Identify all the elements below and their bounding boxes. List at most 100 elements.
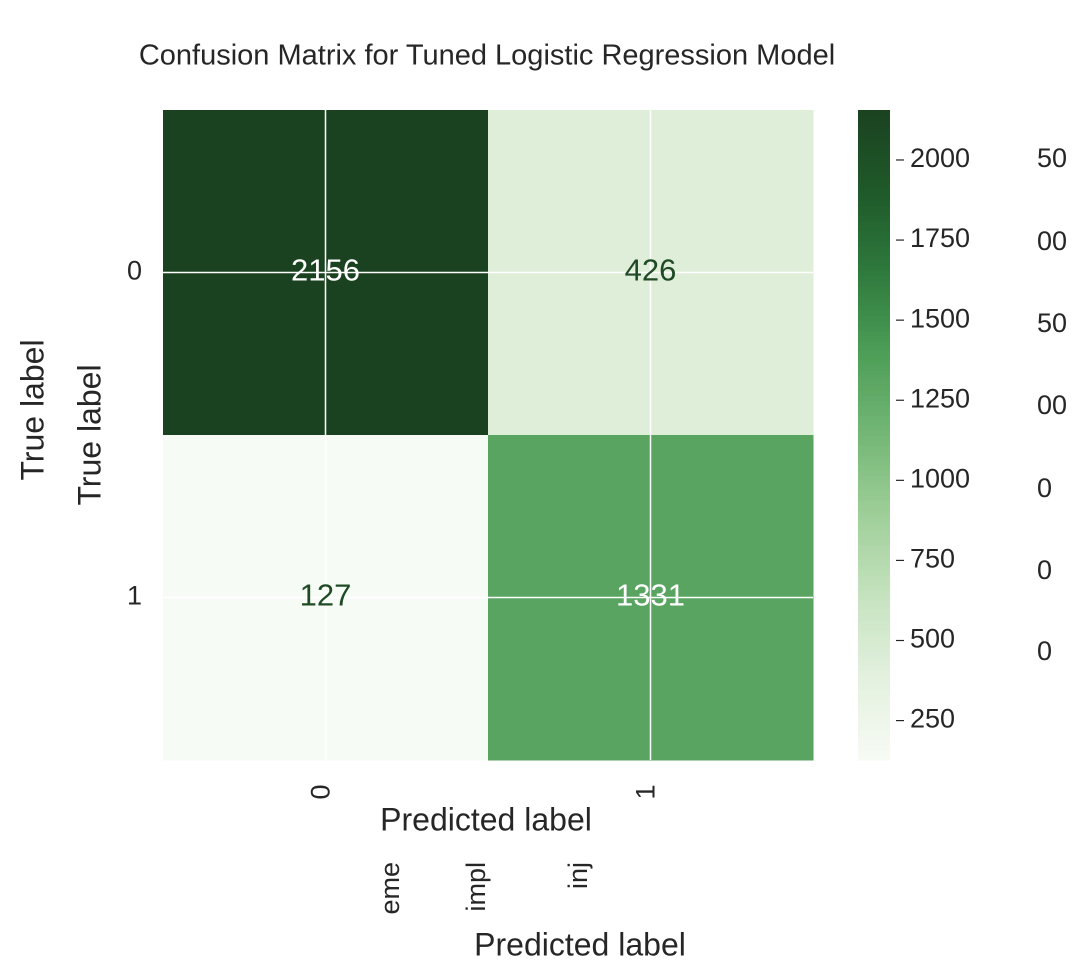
- colorbar-segment: [858, 600, 890, 606]
- cell-label: 2156: [291, 253, 360, 288]
- colorbar-segment: [858, 500, 890, 506]
- chart-title: Confusion Matrix for Tuned Logistic Regr…: [139, 40, 835, 72]
- colorbar-segment: [858, 285, 890, 291]
- colorbar-segment: [858, 235, 890, 241]
- colorbar-segment: [858, 730, 890, 736]
- cell-label: 127: [300, 578, 352, 613]
- colorbar-segment: [858, 555, 890, 561]
- colorbar-segment: [858, 620, 890, 626]
- colorbar-segment: [858, 570, 890, 576]
- ghost-colorbar-tick-label: 00: [1037, 226, 1067, 256]
- colorbar-segment: [858, 535, 890, 541]
- colorbar-tick-label: 1500: [910, 303, 970, 333]
- colorbar-segment: [858, 655, 890, 661]
- y-tick-label: 0: [127, 256, 142, 286]
- colorbar-segment: [858, 490, 890, 496]
- colorbar-segment: [858, 315, 890, 321]
- colorbar-segment: [858, 680, 890, 686]
- colorbar-segment: [858, 190, 890, 196]
- x-axis-label: Predicted label: [380, 801, 592, 837]
- colorbar-segment: [858, 405, 890, 411]
- colorbar-tick-label: 2000: [910, 143, 970, 173]
- colorbar-tick-label: 1750: [910, 223, 970, 253]
- colorbar-segment: [858, 455, 890, 461]
- colorbar-segment: [858, 440, 890, 446]
- colorbar-segment: [858, 245, 890, 251]
- colorbar-segment: [858, 395, 890, 401]
- colorbar-segment: [858, 360, 890, 366]
- ghost-colorbar-tick-label: 50: [1037, 308, 1067, 338]
- colorbar-segment: [858, 160, 890, 166]
- colorbar-segment: [858, 725, 890, 731]
- colorbar-segment: [858, 140, 890, 146]
- colorbar-segment: [858, 525, 890, 531]
- colorbar-segment: [858, 580, 890, 586]
- colorbar-segment: [858, 250, 890, 256]
- colorbar-segment: [858, 755, 890, 761]
- colorbar-segment: [858, 165, 890, 171]
- colorbar-segment: [858, 400, 890, 406]
- colorbar-segment: [858, 465, 890, 471]
- colorbar-segment: [858, 210, 890, 216]
- colorbar-segment: [858, 670, 890, 676]
- colorbar-segment: [858, 560, 890, 566]
- colorbar-segment: [858, 410, 890, 416]
- colorbar-segment: [858, 495, 890, 501]
- colorbar-segment: [858, 635, 890, 641]
- colorbar-segment: [858, 695, 890, 701]
- ghost-colorbar-tick-label: 00: [1037, 390, 1067, 420]
- colorbar-segment: [858, 700, 890, 706]
- colorbar-segment: [858, 660, 890, 666]
- colorbar-segment: [858, 715, 890, 721]
- colorbar-segment: [858, 475, 890, 481]
- ghost-colorbar-tick-label: 0: [1037, 473, 1052, 503]
- colorbar-segment: [858, 215, 890, 221]
- colorbar-segment: [858, 115, 890, 121]
- colorbar-segment: [858, 110, 890, 116]
- ghost-x-tick-label: impl: [461, 862, 491, 912]
- colorbar-segment: [858, 350, 890, 356]
- colorbar-segment: [858, 270, 890, 276]
- colorbar-segment: [858, 305, 890, 311]
- colorbar-segment: [858, 645, 890, 651]
- colorbar-segment: [858, 530, 890, 536]
- colorbar-segment: [858, 380, 890, 386]
- colorbar-tick-label: 1250: [910, 383, 970, 413]
- y-tick-label: 1: [127, 581, 142, 611]
- colorbar-segment: [858, 120, 890, 126]
- colorbar-segment: [858, 445, 890, 451]
- colorbar-segment: [858, 710, 890, 716]
- colorbar-segment: [858, 520, 890, 526]
- colorbar-segment: [858, 435, 890, 441]
- colorbar-segment: [858, 385, 890, 391]
- colorbar-segment: [858, 550, 890, 556]
- colorbar-segment: [858, 320, 890, 326]
- colorbar-segment: [858, 740, 890, 746]
- colorbar-segment: [858, 720, 890, 726]
- colorbar-segment: [858, 450, 890, 456]
- colorbar-segment: [858, 390, 890, 396]
- colorbar-segment: [858, 585, 890, 591]
- colorbar-segment: [858, 185, 890, 191]
- ghost-x-tick-label: eme: [375, 862, 405, 915]
- colorbar-segment: [858, 240, 890, 246]
- colorbar-segment: [858, 545, 890, 551]
- colorbar-segment: [858, 290, 890, 296]
- x-tick-label: 1: [631, 784, 661, 799]
- colorbar-segment: [858, 180, 890, 186]
- colorbar-segment: [858, 625, 890, 631]
- colorbar-segment: [858, 370, 890, 376]
- colorbar-segment: [858, 665, 890, 671]
- cell-label: 1331: [616, 578, 685, 613]
- colorbar-segment: [858, 130, 890, 136]
- colorbar-segment: [858, 225, 890, 231]
- colorbar-segment: [858, 675, 890, 681]
- colorbar-segment: [858, 575, 890, 581]
- colorbar-segment: [858, 615, 890, 621]
- colorbar-segment: [858, 425, 890, 431]
- colorbar-segment: [858, 125, 890, 131]
- colorbar-segment: [858, 295, 890, 301]
- colorbar-segment: [858, 260, 890, 266]
- colorbar-segment: [858, 750, 890, 756]
